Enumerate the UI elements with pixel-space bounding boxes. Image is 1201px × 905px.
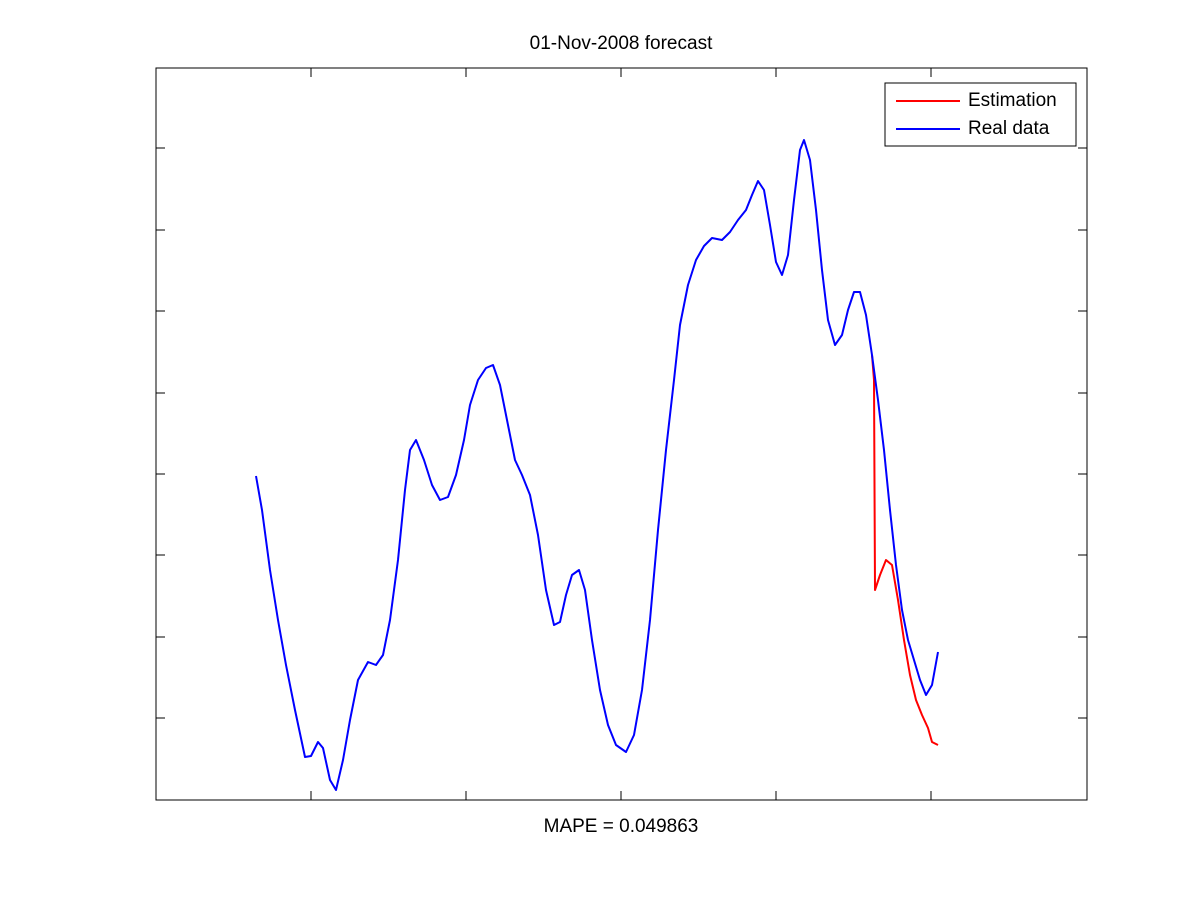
series-line xyxy=(255,139,939,791)
chart-title: 01-Nov-2008 forecast xyxy=(530,33,713,54)
x-axis-label: MAPE = 0.049863 xyxy=(544,816,699,837)
legend-box xyxy=(884,82,1077,147)
series-line xyxy=(871,354,939,746)
legend-label: Estimation xyxy=(968,90,1057,111)
plot-frame xyxy=(155,67,1088,801)
legend-label: Real data xyxy=(968,118,1050,139)
